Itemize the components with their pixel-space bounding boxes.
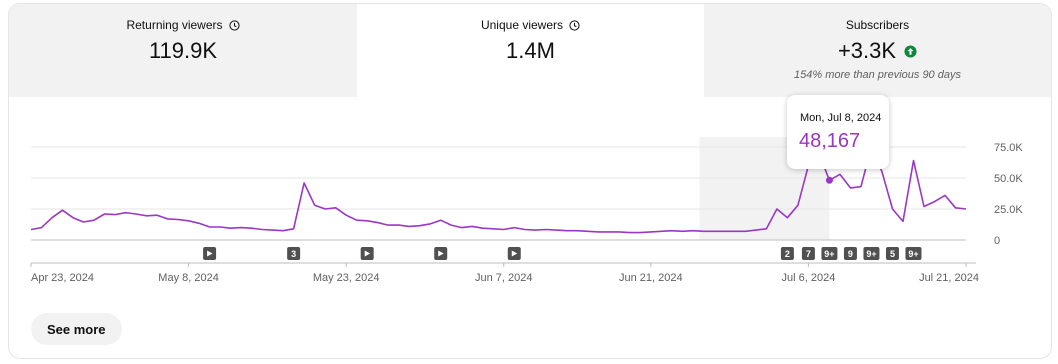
play-icon: [511, 250, 518, 257]
y-tick-label: 25.0K: [994, 204, 1023, 216]
x-tick-label: Apr 23, 2024: [31, 272, 94, 284]
tab-value: +3.3K: [837, 38, 897, 63]
play-icon: [438, 250, 444, 257]
metric-tabs: Returning viewers 119.9K Unique viewers …: [9, 4, 1051, 97]
play-icon: [207, 250, 213, 257]
x-tick-label: May 23, 2024: [313, 272, 380, 284]
tooltip-value: 48,167: [799, 130, 861, 152]
marker-count: 3: [291, 249, 296, 259]
arrow-up-circle-icon: [904, 44, 917, 58]
marker-count: 5: [890, 249, 895, 259]
marker-count: 9: [848, 249, 853, 259]
tab-label: Returning viewers: [126, 18, 223, 32]
comparison-note: 154% more than previous 90 days: [794, 69, 961, 81]
tab-value: 119.9K: [148, 38, 218, 63]
chart-tooltip: Mon, Jul 8, 2024 48,167: [787, 95, 889, 169]
marker-count: 9+: [824, 249, 834, 259]
x-tick-label: Jun 21, 2024: [619, 272, 683, 284]
video-count-marker: [863, 247, 880, 260]
tab-returning-viewers[interactable]: Returning viewers 119.9K: [9, 4, 357, 97]
tab-unique-viewers[interactable]: Unique viewers 1.4M: [357, 4, 704, 97]
tab-subscribers[interactable]: Subscribers +3.3K 154% more than previou…: [704, 4, 1051, 97]
marker-count: 7: [806, 249, 811, 259]
tab-value: 1.4M: [506, 38, 555, 63]
video-count-marker: [905, 247, 922, 260]
tooltip-date: Mon, Jul 8, 2024: [800, 112, 882, 124]
tab-label: Subscribers: [845, 18, 910, 32]
x-tick-label: Jun 7, 2024: [475, 272, 533, 284]
video-count-marker: [885, 247, 899, 260]
video-count-marker: [821, 247, 838, 260]
video-count-marker: [287, 247, 301, 260]
clock-icon: [569, 19, 580, 31]
highlight-point: [825, 176, 833, 184]
x-tick-label: Jul 6, 2024: [782, 272, 836, 284]
video-count-marker: [780, 247, 794, 260]
x-tick-label: May 8, 2024: [158, 272, 219, 284]
y-tick-label: 75.0K: [994, 142, 1023, 154]
x-tick-label: Jul 21, 2024: [919, 272, 979, 284]
video-count-marker: [801, 247, 815, 260]
viewers-line-chart[interactable]: 0 25.0K 50.0K 75.0K 3 2 7 9+ 9 9+ 5 9+ Apr 23, 2024 M…: [9, 97, 1051, 297]
marker-count: 9+: [908, 249, 918, 259]
y-tick-label: 0: [994, 235, 1000, 247]
video-count-marker: [843, 247, 857, 260]
audience-card: Returning viewers 119.9K Unique viewers …: [8, 3, 1052, 359]
marker-count: 9+: [866, 249, 876, 259]
marker-count: 2: [785, 249, 790, 259]
see-more-button[interactable]: See more: [31, 313, 122, 345]
clock-icon: [228, 19, 240, 31]
play-icon: [364, 250, 371, 257]
tab-label: Unique viewers: [480, 18, 564, 32]
y-tick-label: 50.0K: [994, 173, 1023, 185]
